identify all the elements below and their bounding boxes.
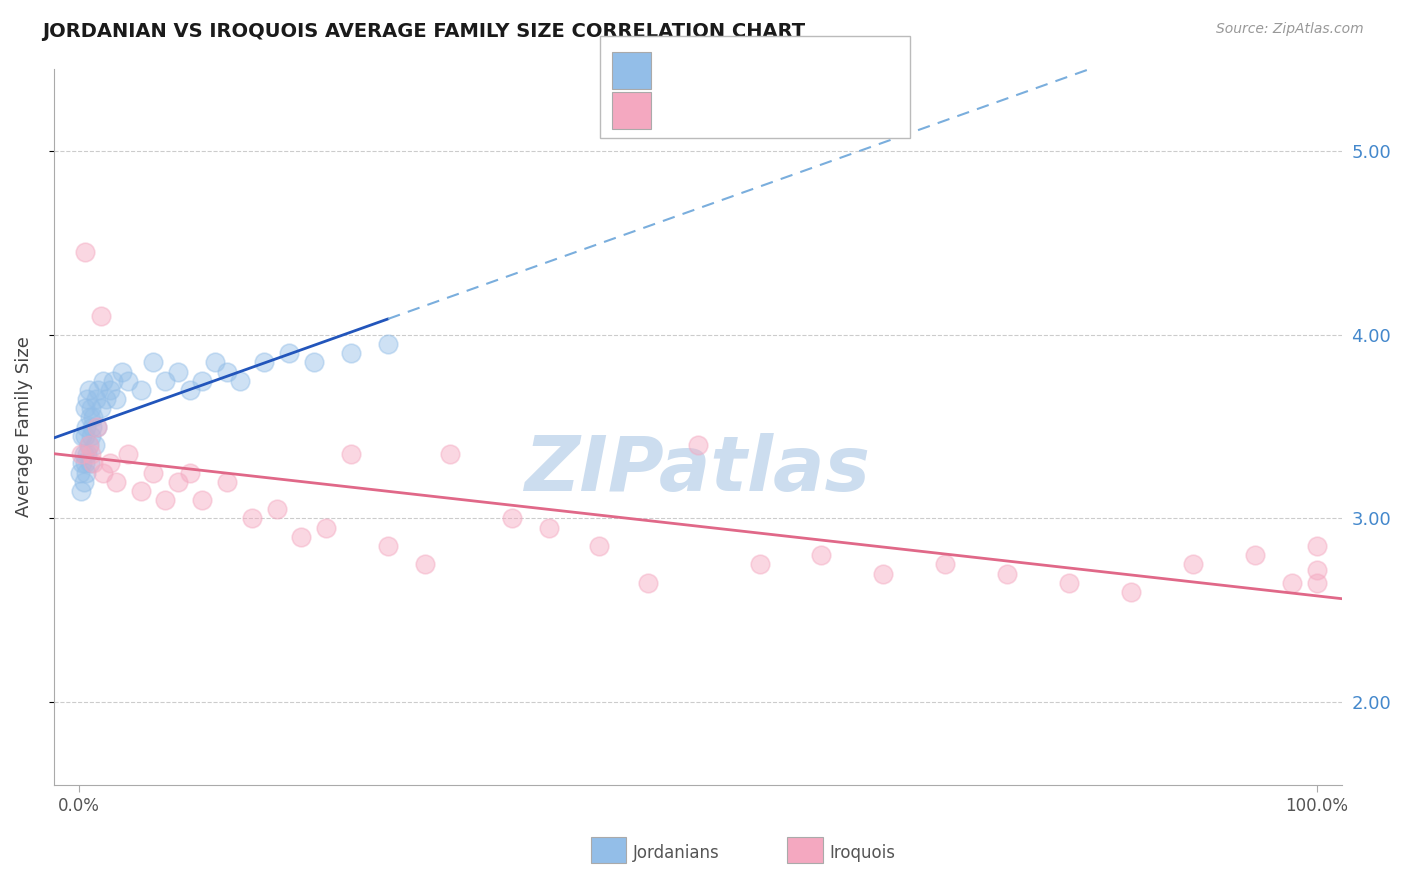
Point: [1244, 548, 1267, 562]
Text: R = -0.258   N = 44: R = -0.258 N = 44: [662, 101, 852, 119]
Point: [995, 566, 1018, 581]
Text: R =  0.341   N = 47: R = 0.341 N = 47: [662, 61, 852, 78]
Point: [501, 511, 523, 525]
Point: [155, 493, 177, 508]
Point: [166, 475, 188, 489]
Point: [75, 419, 97, 434]
Point: [80, 401, 103, 416]
Point: [588, 539, 610, 553]
Point: [82, 419, 104, 434]
Point: [1281, 575, 1303, 590]
Point: [686, 438, 709, 452]
Point: [70, 483, 93, 498]
Point: [75, 466, 97, 480]
Point: [810, 548, 832, 562]
Point: [340, 447, 363, 461]
Point: [1057, 575, 1080, 590]
Point: [80, 447, 103, 461]
Point: [253, 355, 276, 369]
Point: [191, 493, 214, 508]
Point: [77, 438, 100, 452]
Point: [79, 456, 101, 470]
Point: [93, 374, 115, 388]
Point: [83, 438, 105, 452]
Point: [103, 374, 125, 388]
Point: [191, 374, 214, 388]
Point: [98, 383, 121, 397]
Point: [302, 355, 325, 369]
Point: [217, 475, 239, 489]
Point: [86, 419, 108, 434]
Point: [93, 466, 115, 480]
Point: [129, 383, 152, 397]
Point: [1306, 563, 1329, 577]
Text: Jordanians: Jordanians: [633, 844, 720, 862]
Point: [111, 365, 134, 379]
Point: [87, 383, 110, 397]
Point: [72, 429, 94, 443]
Point: [872, 566, 894, 581]
Point: [217, 365, 239, 379]
Point: [82, 456, 104, 470]
Point: [90, 401, 112, 416]
Point: [377, 539, 399, 553]
Point: [266, 502, 288, 516]
Point: [72, 475, 94, 489]
Point: [204, 355, 226, 369]
Point: [94, 392, 117, 406]
Point: [98, 456, 121, 470]
Point: [1181, 558, 1204, 572]
Text: JORDANIAN VS IROQUOIS AVERAGE FAMILY SIZE CORRELATION CHART: JORDANIAN VS IROQUOIS AVERAGE FAMILY SIZ…: [42, 22, 806, 41]
Y-axis label: Average Family Size: Average Family Size: [15, 336, 32, 517]
Point: [1306, 575, 1329, 590]
Point: [72, 447, 94, 461]
Point: [637, 575, 659, 590]
Text: Source: ZipAtlas.com: Source: ZipAtlas.com: [1216, 22, 1364, 37]
Point: [228, 374, 250, 388]
Point: [76, 447, 98, 461]
Point: [90, 310, 112, 324]
Point: [129, 483, 152, 498]
Point: [166, 365, 188, 379]
Point: [84, 392, 107, 406]
Point: [86, 419, 108, 434]
Point: [538, 521, 561, 535]
Point: [77, 383, 100, 397]
Point: [82, 410, 104, 425]
Point: [240, 511, 263, 525]
Point: [278, 346, 301, 360]
Point: [117, 374, 139, 388]
Point: [155, 374, 177, 388]
Point: [73, 245, 96, 260]
Point: [117, 447, 139, 461]
Point: [80, 429, 103, 443]
Point: [315, 521, 337, 535]
Point: [934, 558, 956, 572]
Text: ZIPatlas: ZIPatlas: [524, 433, 870, 507]
Point: [77, 438, 100, 452]
Point: [73, 401, 96, 416]
Point: [76, 392, 98, 406]
Point: [1306, 539, 1329, 553]
Point: [290, 530, 312, 544]
Point: [179, 383, 201, 397]
Point: [142, 355, 165, 369]
Point: [73, 429, 96, 443]
Point: [179, 466, 201, 480]
Point: [69, 466, 91, 480]
Text: Iroquois: Iroquois: [830, 844, 896, 862]
Point: [439, 447, 461, 461]
Point: [340, 346, 363, 360]
Point: [413, 558, 436, 572]
Point: [104, 475, 127, 489]
Point: [70, 447, 93, 461]
Point: [104, 392, 127, 406]
Point: [73, 456, 96, 470]
Point: [79, 410, 101, 425]
Point: [748, 558, 770, 572]
Point: [1119, 585, 1142, 599]
Point: [377, 337, 399, 351]
Point: [72, 456, 94, 470]
Point: [142, 466, 165, 480]
